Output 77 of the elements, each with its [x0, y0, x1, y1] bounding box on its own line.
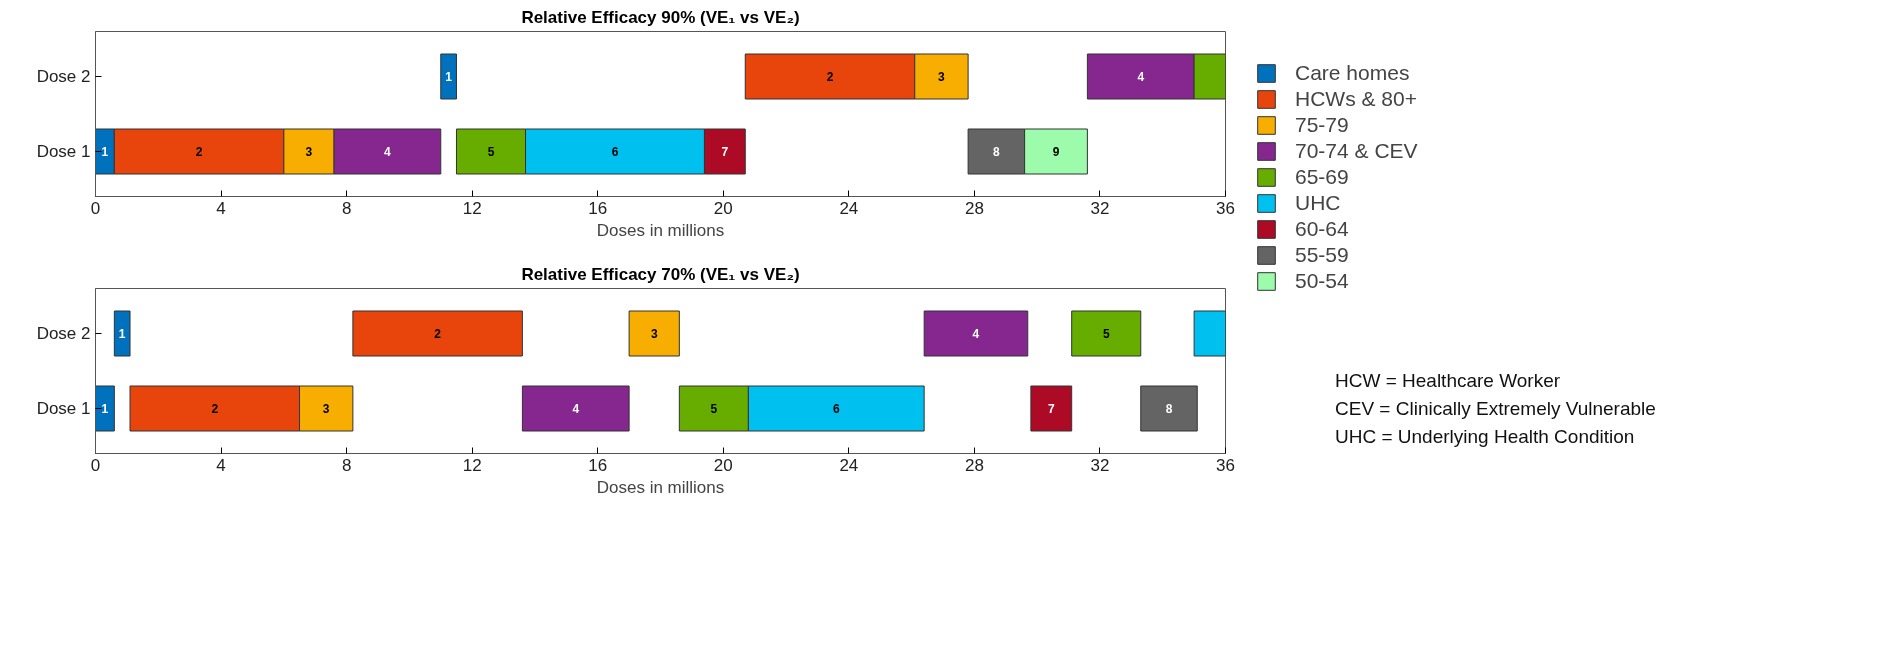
legend-label: 60-64	[1295, 217, 1349, 241]
text: UHC = Underlying Health Condition	[1335, 426, 1635, 447]
bar	[628, 310, 680, 357]
x-tick-label: 12	[462, 198, 482, 218]
y-tick-label: Dose 1	[36, 142, 91, 161]
x-tick-label: 24	[839, 455, 859, 475]
y-tick-label: Dose 1	[36, 399, 91, 418]
x-tick-label: 4	[216, 198, 226, 218]
bar	[352, 310, 523, 357]
text: HCW = Healthcare Worker	[1335, 370, 1561, 391]
x-tick-label: 16	[588, 455, 608, 475]
x-tick-label: 36	[1216, 455, 1235, 475]
annotation: 7	[721, 145, 729, 159]
x-tick-label: 0	[90, 198, 101, 218]
annotation: 2	[434, 327, 442, 341]
x-tick-label: 8	[341, 455, 352, 475]
x-tick-label: 12	[462, 455, 482, 475]
bar	[1140, 385, 1198, 432]
annotation: 4	[972, 327, 980, 341]
annotation: 1	[101, 402, 109, 416]
x-tick-label: 20	[713, 198, 733, 218]
bar	[1030, 385, 1073, 432]
bar	[1193, 310, 1226, 357]
annotation: 7	[1047, 402, 1055, 416]
bar	[1071, 310, 1142, 357]
annotation: 2	[211, 402, 219, 416]
x-tick-label: 28	[964, 455, 984, 475]
legend-label: 65-69	[1295, 165, 1349, 189]
annotation: 6	[611, 145, 619, 159]
x-tick-label: 0	[90, 455, 101, 475]
annotation: 8	[1165, 402, 1173, 416]
y-tick-label: Dose 2	[36, 67, 91, 86]
annotation: 9	[1052, 145, 1060, 159]
annotation: 5	[1102, 327, 1110, 341]
y-tick-label: Dose 2	[36, 324, 91, 343]
legend-label: 75-79	[1295, 113, 1349, 137]
x-tick-label: 32	[1090, 455, 1110, 475]
annotation: 6	[832, 402, 840, 416]
chart-title: Relative Efficacy 90% (VE₁ vs VE₂)	[521, 7, 800, 27]
legend-label: HCWs & 80+	[1295, 87, 1417, 111]
legend-label: 50-54	[1295, 269, 1349, 293]
annotation: 3	[322, 402, 330, 416]
legend-label: 70-74 & CEV	[1295, 139, 1418, 163]
bar	[521, 385, 630, 432]
annotation: 5	[710, 402, 718, 416]
chart-title: Relative Efficacy 70% (VE₁ vs VE₂)	[521, 264, 800, 284]
bar	[440, 53, 457, 100]
annotation: 1	[445, 70, 453, 84]
x-tick-label: 8	[341, 198, 352, 218]
bar	[113, 310, 131, 357]
bar	[95, 385, 115, 432]
annotation: 5	[487, 145, 495, 159]
bar	[923, 310, 1029, 357]
annotation: 4	[1137, 70, 1145, 84]
annotation: 3	[650, 327, 658, 341]
annotation: 4	[384, 145, 392, 159]
x-tick-label: 16	[588, 198, 608, 218]
annotation: 2	[195, 145, 203, 159]
annotation: 4	[572, 402, 580, 416]
annotation: 2	[826, 70, 834, 84]
legend-label: UHC	[1295, 191, 1341, 215]
x-tick-label: 32	[1090, 198, 1110, 218]
legend-label: 55-59	[1295, 243, 1349, 267]
text: CEV = Clinically Extremely Vulnerable	[1335, 398, 1656, 419]
annotation: 3	[938, 70, 946, 84]
legend-label: Care homes	[1295, 61, 1410, 85]
x-tick-label: 4	[216, 455, 226, 475]
x-tick-label: 28	[964, 198, 984, 218]
x-tick-label: 36	[1216, 198, 1235, 218]
x-axis-title: Doses in millions	[596, 477, 725, 497]
x-tick-label: 24	[839, 198, 859, 218]
x-tick-label: 20	[713, 455, 733, 475]
annotation: 1	[118, 327, 126, 341]
annotation: 3	[305, 145, 313, 159]
annotation: 8	[993, 145, 1001, 159]
x-axis-title: Doses in millions	[596, 220, 725, 240]
annotation: 1	[101, 145, 109, 159]
